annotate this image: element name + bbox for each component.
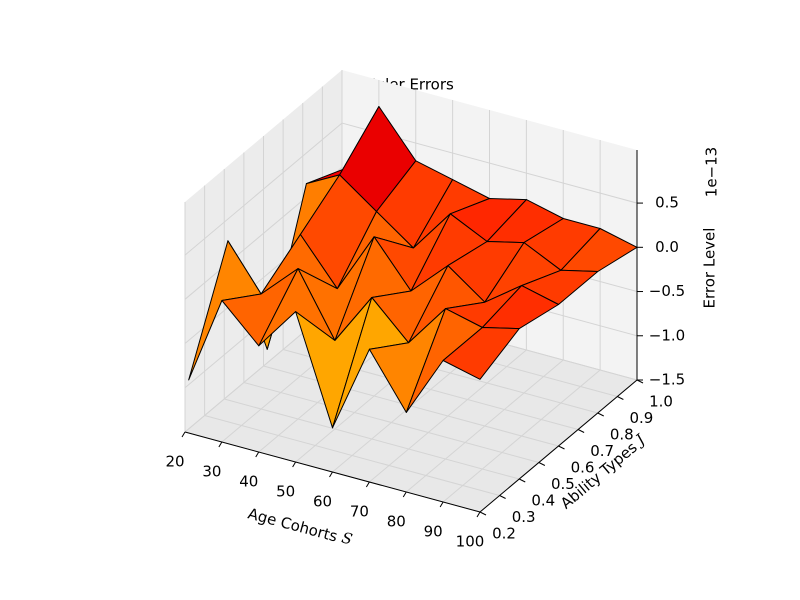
tick-mark [479,511,487,516]
tick-mark [519,478,526,483]
y-tick-label: 0.3 [512,508,536,526]
y-tick-label: 0.8 [610,426,634,444]
y-tick-label: 0.4 [531,492,555,510]
tick-mark [439,501,444,508]
z-axis-label: Error Level [701,228,719,309]
z-tick-label: 0.0 [655,238,679,256]
tick-mark [402,491,407,498]
tick-mark [181,431,186,438]
tick-mark [292,461,297,468]
grid-line [184,122,343,256]
z-tick-label: −1.0 [649,326,685,344]
x-tick-label: 70 [350,503,369,521]
x-tick-label: 50 [276,483,295,501]
tick-mark [218,441,223,448]
surface [188,106,638,429]
tick-mark [499,495,506,499]
x-tick-label: 30 [202,463,221,481]
tick-mark [558,445,565,450]
z-offset-label: 1e−13 [703,147,721,197]
grid-line [243,382,540,463]
grid-line [224,398,520,480]
x-axis-line [184,431,481,513]
tick-mark [255,451,260,458]
y-axis-line [479,379,638,513]
x-tick-label: 80 [387,513,406,531]
x-axis-label: Age Cohorts S [246,503,354,549]
x-tick-label: 40 [239,473,258,491]
tick-mark [329,471,333,478]
x-tick-label: 90 [424,523,443,541]
tick-mark [538,462,546,466]
tick-mark [577,429,585,433]
x-label-symbol: S [340,529,355,549]
grid-line [204,415,500,496]
tick-mark [597,412,604,417]
y-tick-label: 1.0 [649,393,673,411]
tick-mark [365,481,370,488]
x-tick-label: 20 [165,453,184,471]
y-tick-label: 0.9 [629,409,653,427]
z-tick-label: −1.5 [649,371,685,389]
y-tick-label: 0.2 [492,525,516,543]
x-tick-label: 100 [456,533,485,551]
z-tick-label: −0.5 [649,282,685,300]
y-tick-label: 0.6 [571,459,595,477]
tick-mark [476,511,481,518]
y-tick-label: 0.7 [590,442,614,460]
z-tick-label: 0.5 [655,194,679,212]
x-tick-label: 60 [313,493,332,511]
y-tick-label: 0.5 [551,475,575,493]
tick-mark [617,396,624,400]
surface-face [442,327,520,380]
